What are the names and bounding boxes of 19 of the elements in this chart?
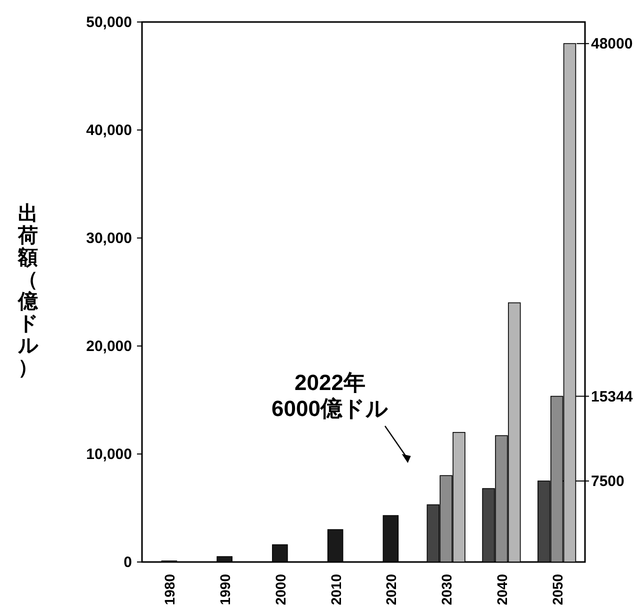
y-tick-label: 40,000 (86, 122, 132, 139)
data-label: 48000 (591, 36, 633, 53)
x-tick-label: 1980 (162, 574, 178, 606)
y-tick-label: 10,000 (86, 446, 132, 463)
y-tick-label: 30,000 (86, 230, 132, 247)
x-tick-label: 2000 (272, 574, 288, 606)
x-tick-label: 2020 (383, 574, 400, 606)
x-tick-label: 2010 (328, 574, 344, 606)
x-tick-label: 2050 (549, 574, 566, 606)
data-label: 7500 (591, 473, 624, 490)
x-tick-label: 2040 (494, 574, 510, 606)
y-axis-title: 出荷額（億ドル） (17, 203, 39, 379)
annotation: 2022年 6000億ドル (272, 370, 388, 421)
y-tick-label: 50,000 (86, 14, 132, 31)
y-tick-label: 0 (124, 554, 132, 571)
data-label: 15344 (591, 388, 634, 406)
x-tick-label: 1990 (217, 574, 234, 606)
x-tick-label: 2030 (438, 574, 455, 606)
y-tick-label: 20,000 (86, 338, 132, 355)
